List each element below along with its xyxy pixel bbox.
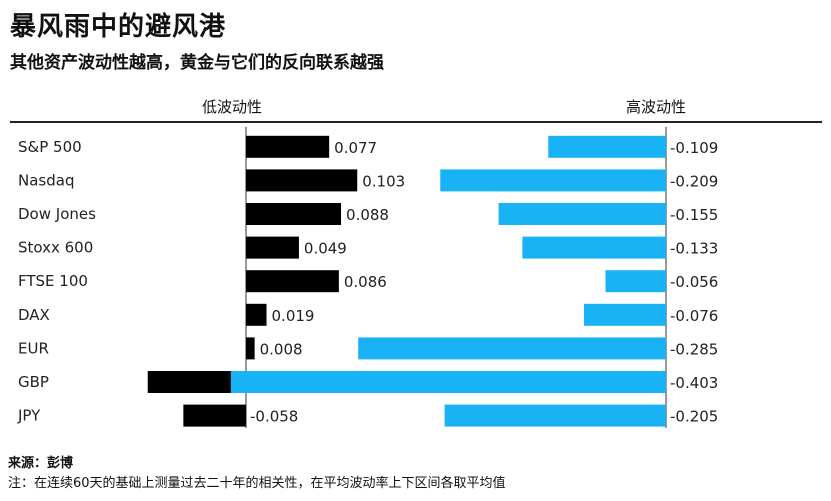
- bar-high: [230, 371, 666, 393]
- category-label: Nasdaq: [18, 171, 74, 189]
- data-label-low: 0.049: [304, 240, 347, 258]
- category-label: S&P 500: [18, 138, 82, 156]
- bar-high: [548, 135, 666, 158]
- data-label-low: -0.058: [250, 408, 298, 426]
- category-label: EUR: [18, 339, 49, 357]
- data-label-low: 0.008: [260, 340, 303, 358]
- category-label: DAX: [18, 306, 50, 324]
- bar-high: [444, 404, 666, 427]
- data-label-low: 0.077: [334, 139, 377, 157]
- data-label-high: -0.205: [670, 408, 718, 426]
- bar-high: [583, 303, 666, 326]
- bar-low: [246, 303, 267, 326]
- bar-low: [246, 337, 255, 360]
- bar-high: [605, 270, 666, 293]
- data-label-high: -0.056: [670, 273, 718, 291]
- data-label-low: 0.019: [272, 307, 315, 325]
- bar-low: [183, 404, 246, 427]
- data-label-high: -0.403: [670, 374, 718, 392]
- data-label-high: -0.209: [670, 172, 718, 190]
- chart-subtitle: 其他资产波动性越高，黄金与它们的反向联系越强: [10, 53, 384, 73]
- panel-header-low-volatility: 低波动性: [202, 98, 263, 116]
- source-note: 来源：彭博: [8, 456, 74, 471]
- bar-low: [246, 270, 339, 293]
- bar-low: [246, 236, 299, 259]
- data-label-high: -0.133: [670, 240, 718, 258]
- footnote: 注：在连续60天的基础上测量过去二十年的相关性，在平均波动率上下区间各取平均值: [8, 476, 506, 491]
- bar-high: [440, 169, 666, 192]
- data-label-high: -0.285: [670, 340, 718, 358]
- chart-title: 暴风雨中的避风港: [10, 12, 227, 42]
- category-label: Stoxx 600: [18, 239, 93, 257]
- bar-low: [246, 169, 358, 192]
- bar-low: [246, 203, 342, 225]
- category-label: JPY: [17, 407, 41, 425]
- category-label: GBP: [18, 373, 49, 391]
- bar-low: [147, 371, 246, 393]
- data-label-high: -0.155: [670, 206, 718, 224]
- data-label-low: 0.103: [362, 172, 405, 190]
- data-label-low: 0.086: [344, 273, 387, 291]
- data-label-high: -0.109: [670, 139, 718, 157]
- bar-high: [498, 203, 666, 225]
- header-rule: [10, 121, 822, 123]
- bar-low: [246, 135, 330, 158]
- panel-header-high-volatility: 高波动性: [626, 98, 687, 116]
- category-label: Dow Jones: [18, 205, 96, 223]
- data-label-low: 0.088: [346, 206, 389, 224]
- data-label-high: -0.076: [670, 307, 718, 325]
- bar-high: [522, 236, 666, 259]
- bar-high: [358, 337, 666, 360]
- category-label: FTSE 100: [18, 272, 88, 290]
